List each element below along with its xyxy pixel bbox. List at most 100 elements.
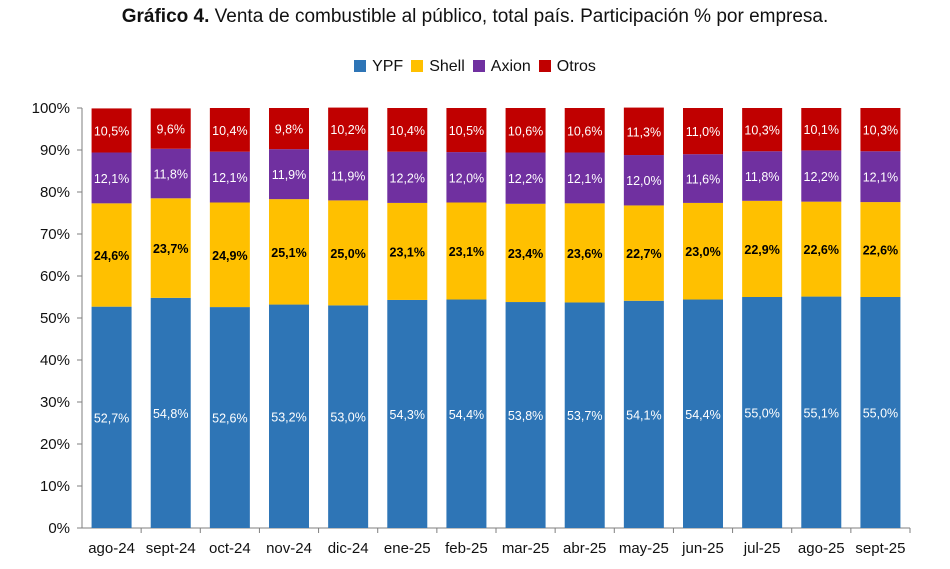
- data-label: 22,7%: [626, 247, 661, 261]
- data-label: 54,1%: [626, 408, 661, 422]
- data-label: 53,8%: [508, 409, 543, 423]
- data-label: 10,6%: [567, 124, 602, 138]
- bar-ypf: [446, 299, 487, 528]
- bar-shell: [209, 202, 250, 308]
- bar-ypf: [801, 296, 842, 528]
- bar-otros: [683, 108, 723, 155]
- bar-ypf: [150, 297, 191, 528]
- data-label: 53,2%: [271, 410, 306, 424]
- bar-otros: [564, 108, 605, 153]
- data-label: 9,6%: [156, 123, 185, 137]
- data-label: 24,6%: [94, 249, 129, 263]
- bar-otros: [269, 108, 309, 150]
- bar-axion: [742, 151, 783, 201]
- data-label: 24,9%: [212, 249, 247, 263]
- data-label: 10,3%: [744, 124, 779, 138]
- legend-swatch: [411, 60, 424, 72]
- bar-shell: [446, 202, 487, 300]
- bar-axion: [505, 152, 546, 204]
- data-label: 23,7%: [153, 242, 188, 256]
- bar-axion: [446, 152, 487, 203]
- y-tick-label: 50%: [40, 310, 70, 327]
- bar-shell: [742, 200, 783, 297]
- y-tick-label: 90%: [40, 142, 70, 159]
- y-tick-label: 100%: [32, 100, 70, 117]
- legend-swatch: [472, 60, 485, 72]
- bar-ypf: [623, 300, 664, 528]
- bar-axion: [209, 151, 250, 203]
- data-label: 54,4%: [685, 408, 720, 422]
- data-label: 54,4%: [449, 408, 484, 422]
- data-label: 12,1%: [212, 171, 247, 185]
- bar-axion: [623, 155, 664, 206]
- chart-title-prefix: Gráfico 4.: [121, 6, 210, 27]
- data-label: 11,0%: [686, 125, 721, 139]
- bar-ypf: [269, 304, 309, 528]
- bar-axion: [269, 149, 309, 200]
- data-label: 25,1%: [271, 246, 306, 260]
- data-label: 12,2%: [508, 172, 543, 186]
- y-tick-label: 20%: [40, 436, 70, 453]
- data-label: 11,8%: [153, 168, 188, 182]
- x-tick-label: oct-24: [209, 540, 251, 557]
- bar-otros: [91, 108, 132, 153]
- bar-otros: [623, 107, 664, 156]
- data-label: 10,4%: [390, 124, 425, 138]
- y-tick-label: 40%: [40, 352, 70, 369]
- data-label: 23,6%: [567, 247, 602, 261]
- data-label: 10,1%: [804, 123, 839, 137]
- data-label: 12,2%: [390, 171, 425, 185]
- data-label: 53,0%: [330, 411, 365, 425]
- data-label: 11,6%: [686, 173, 721, 187]
- bar-ypf: [387, 299, 428, 528]
- data-label: 12,2%: [804, 170, 839, 184]
- x-tick-label: feb-25: [445, 540, 488, 557]
- data-label: 22,6%: [863, 244, 898, 258]
- bar-shell: [269, 199, 309, 305]
- x-tick-label: nov-24: [266, 540, 312, 557]
- bar-ypf: [683, 299, 723, 528]
- y-tick-label: 80%: [40, 184, 70, 201]
- bar-shell: [505, 203, 546, 303]
- data-label: 10,5%: [94, 124, 129, 138]
- legend-label: Otros: [556, 58, 596, 75]
- bar-otros: [505, 108, 546, 153]
- data-label: 23,4%: [508, 247, 543, 261]
- data-label: 11,9%: [272, 168, 307, 182]
- bar-ypf: [742, 297, 783, 528]
- data-label: 22,9%: [744, 243, 779, 257]
- x-tick-label: ago-25: [798, 540, 845, 557]
- data-label: 23,1%: [449, 245, 484, 259]
- chart-title: Gráfico 4. Venta de combustible al públi…: [0, 6, 950, 28]
- bar-ypf: [505, 302, 546, 528]
- data-label: 10,5%: [449, 124, 484, 138]
- bar-axion: [801, 150, 842, 202]
- data-label: 22,6%: [804, 243, 839, 257]
- x-tick-label: may-25: [619, 540, 669, 557]
- x-tick-label: ago-24: [88, 540, 135, 557]
- x-tick-label: jun-25: [681, 540, 724, 557]
- bar-ypf: [91, 306, 132, 528]
- data-label: 10,2%: [330, 123, 365, 137]
- bar-axion: [328, 150, 369, 201]
- bar-otros: [209, 108, 250, 152]
- data-label: 11,8%: [745, 170, 780, 184]
- data-label: 25,0%: [330, 247, 365, 261]
- bar-shell: [683, 202, 723, 300]
- x-tick-label: jul-25: [743, 540, 781, 557]
- data-label: 55,0%: [744, 407, 779, 421]
- data-label: 10,4%: [212, 124, 247, 138]
- bar-ypf: [209, 307, 250, 528]
- y-tick-label: 0%: [48, 520, 70, 537]
- data-label: 53,7%: [567, 409, 602, 423]
- x-tick-label: mar-25: [502, 540, 550, 557]
- bar-otros: [860, 108, 901, 152]
- x-tick-label: sept-25: [855, 540, 905, 557]
- data-label: 11,9%: [331, 169, 366, 183]
- legend-label: YPF: [372, 58, 404, 75]
- bar-shell: [801, 201, 842, 297]
- y-tick-label: 10%: [40, 478, 70, 495]
- data-label: 12,0%: [626, 174, 661, 188]
